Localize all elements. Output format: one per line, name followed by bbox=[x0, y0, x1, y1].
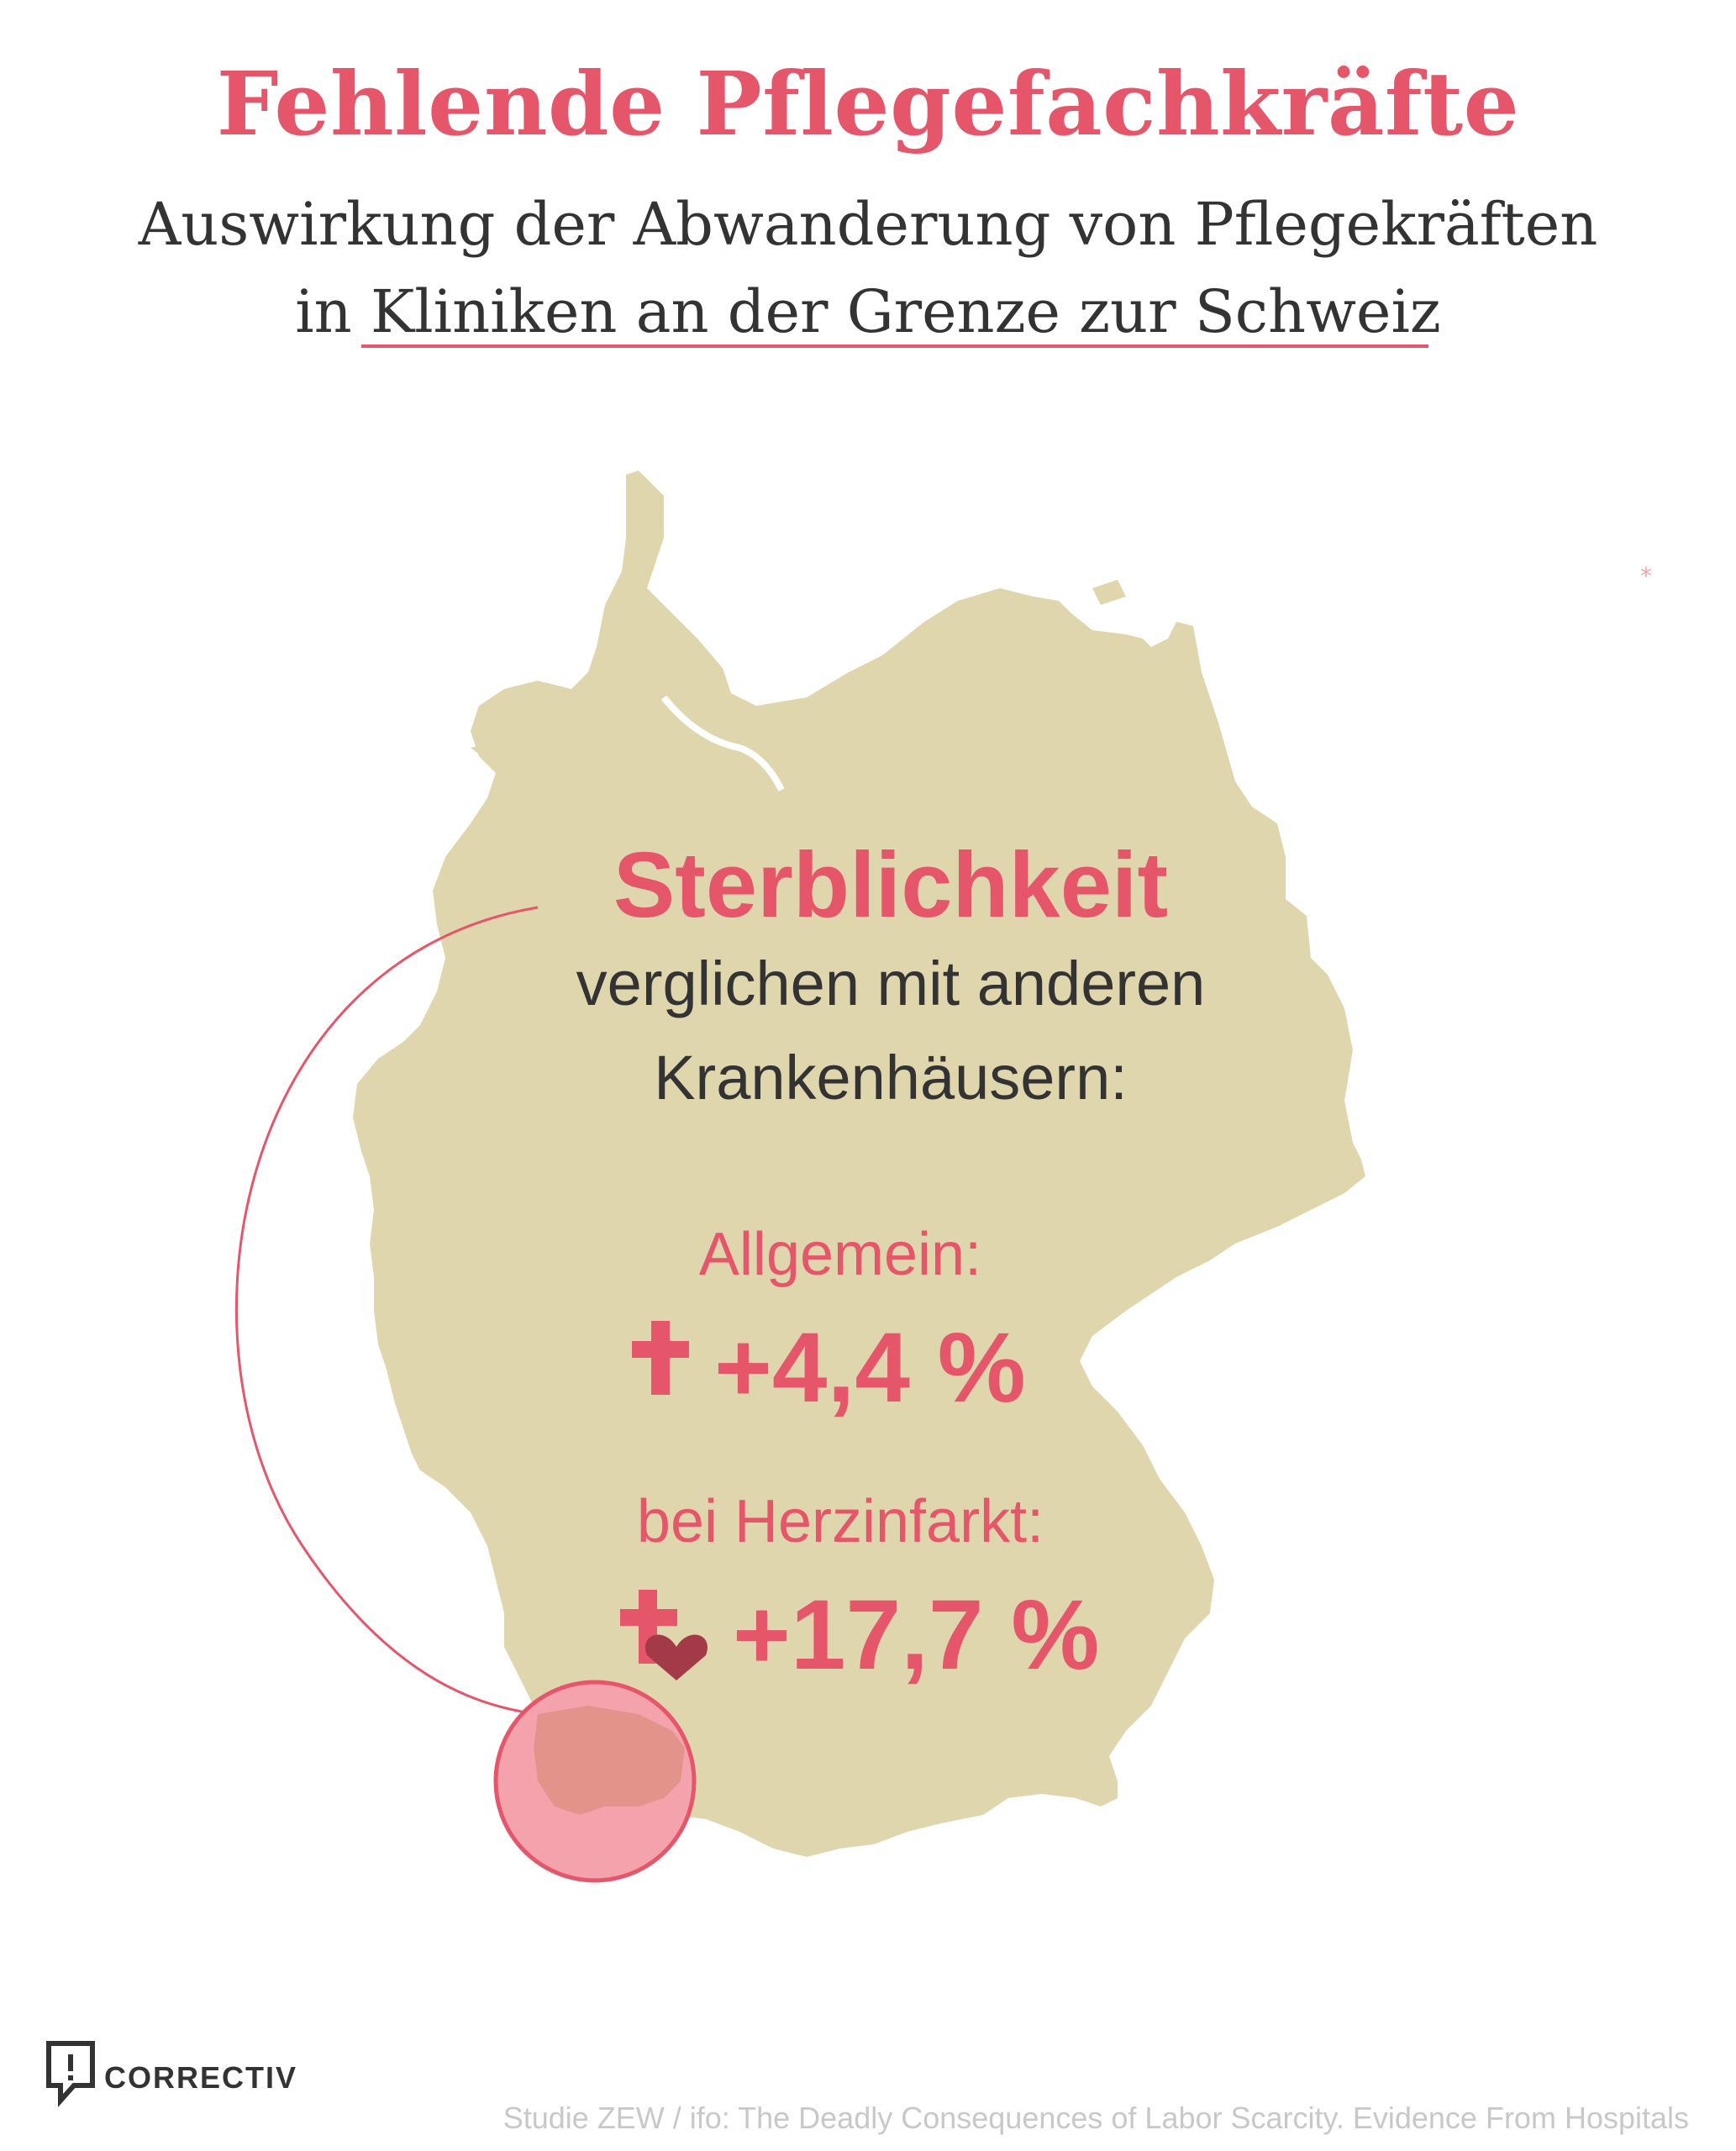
star-icon: * bbox=[1640, 562, 1652, 590]
stat-label-general: Allgemein: bbox=[698, 1221, 982, 1288]
subtitle-underline bbox=[361, 344, 1428, 348]
connector-line bbox=[234, 906, 539, 1716]
stat-value-general: +4,4 % bbox=[714, 1312, 1026, 1423]
stat-value-heart-attack: +17,7 % bbox=[733, 1580, 1100, 1691]
stat-label-heart-attack: bei Herzinfarkt: bbox=[636, 1488, 1044, 1555]
mortality-headline: Sterblichkeit bbox=[613, 834, 1169, 937]
cross-heart-icon bbox=[620, 1590, 708, 1680]
subtitle-line-2: in Kliniken an der Grenze zur Schweiz bbox=[295, 277, 1441, 346]
germany-outline bbox=[353, 471, 1365, 1857]
border-region-shape bbox=[534, 1706, 685, 1815]
cross-icon bbox=[632, 1321, 689, 1395]
description-line-2: Krankenhäusern: bbox=[654, 1043, 1128, 1112]
source-credit: Studie ZEW / ifo: The Deadly Consequence… bbox=[502, 2101, 1689, 2135]
brand-logo-text: CORRECTIV bbox=[104, 2060, 298, 2095]
correctiv-logo-icon bbox=[46, 2041, 95, 2107]
page-title: Fehlende Pflegefachkräfte bbox=[216, 52, 1520, 155]
description-line-1: verglichen mit anderen bbox=[576, 949, 1206, 1018]
subtitle-line-1: Auswirkung der Abwanderung von Pflegekrä… bbox=[138, 190, 1598, 259]
